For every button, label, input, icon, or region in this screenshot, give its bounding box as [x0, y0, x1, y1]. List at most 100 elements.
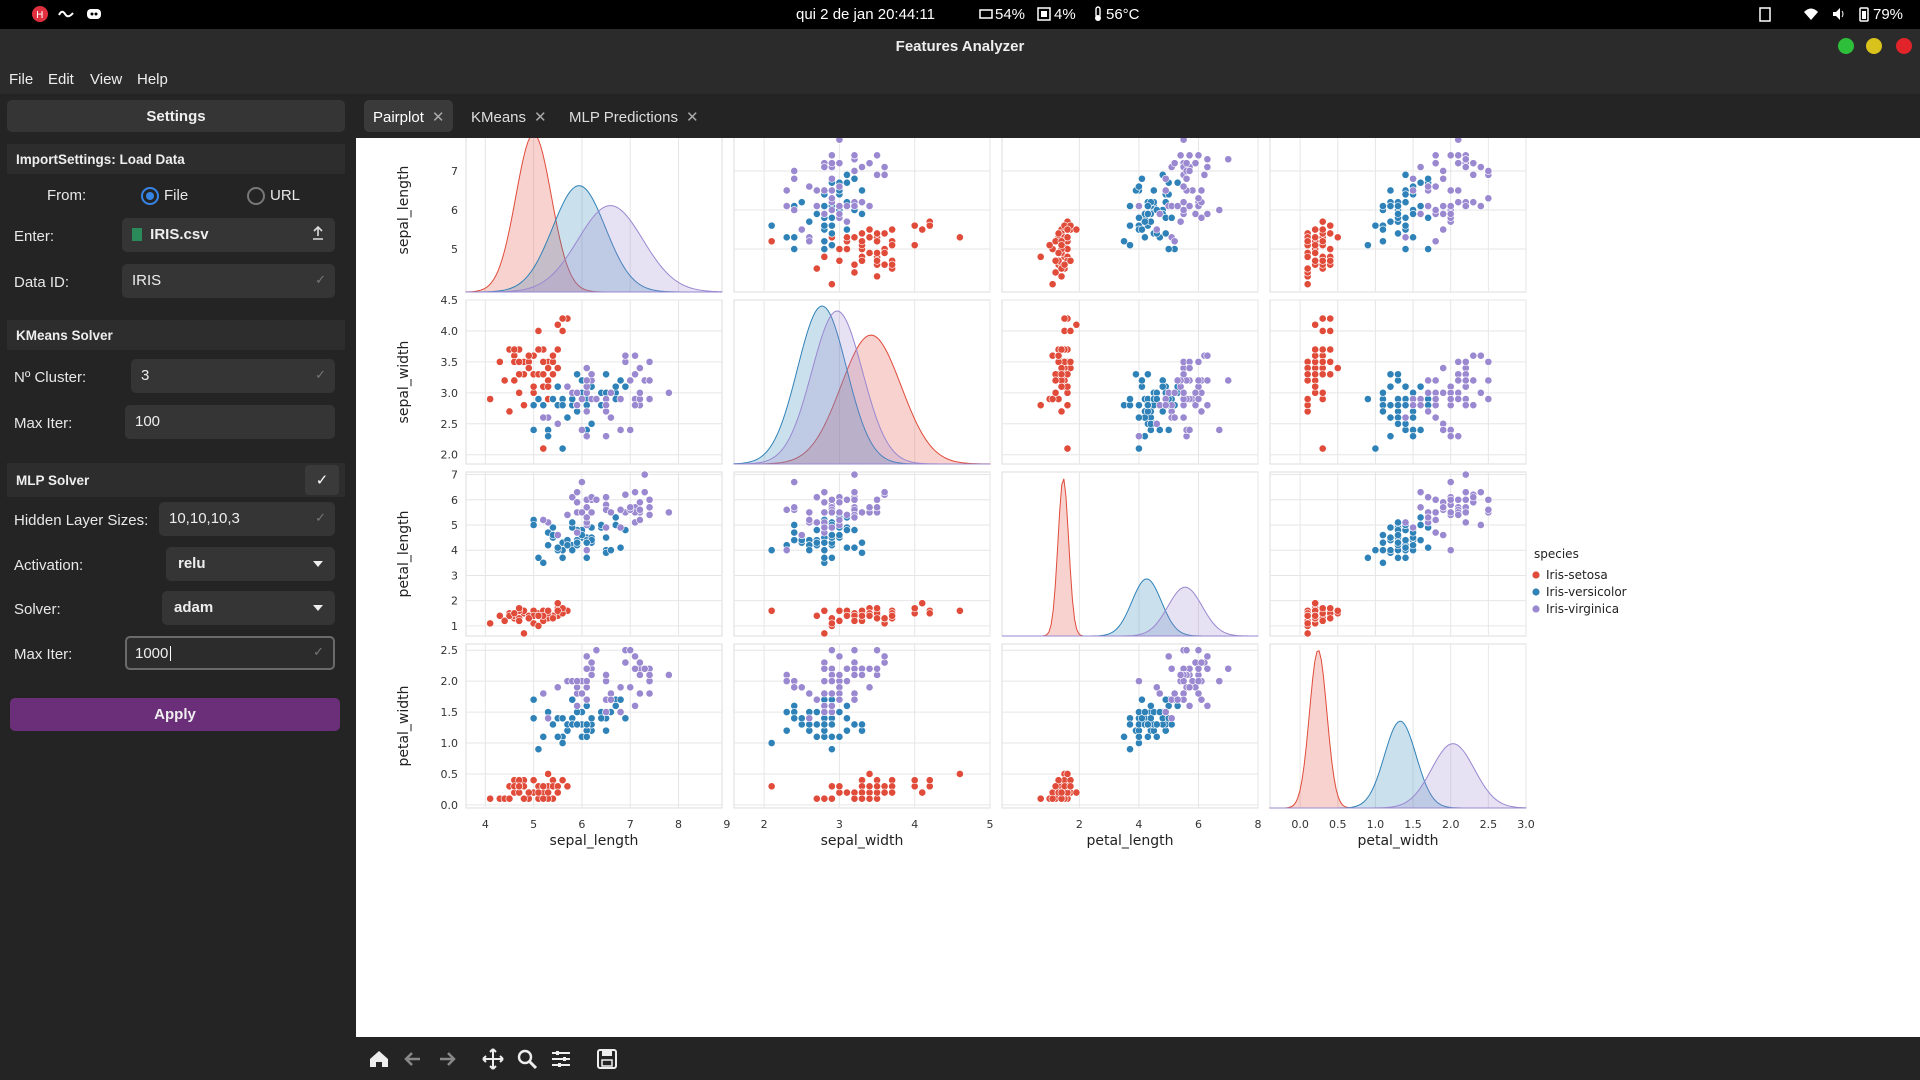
point-Iris-versicolor — [820, 553, 829, 562]
panel-sepal_width-vs-sepal_length — [465, 299, 723, 465]
point-Iris-virginica — [607, 508, 615, 517]
point-Iris-virginica — [1182, 174, 1191, 183]
point-Iris-setosa — [1318, 370, 1327, 379]
upload-icon[interactable] — [311, 225, 325, 245]
point-Iris-versicolor — [1394, 419, 1402, 428]
pan-icon[interactable] — [480, 1046, 506, 1072]
point-Iris-virginica — [1170, 159, 1179, 168]
point-Iris-virginica — [640, 470, 649, 479]
point-Iris-virginica — [1197, 186, 1206, 195]
minimize-button[interactable] — [1866, 38, 1882, 54]
point-Iris-virginica — [573, 401, 581, 410]
x-tick-label: 8 — [675, 818, 682, 831]
close-icon[interactable]: ✕ — [431, 109, 445, 126]
data-id-input[interactable]: IRIS ✓ — [122, 264, 335, 298]
y-tick-label: 4.5 — [441, 294, 459, 307]
point-Iris-virginica — [1424, 407, 1433, 416]
point-Iris-virginica — [602, 671, 610, 679]
menu-file[interactable]: File — [9, 71, 34, 88]
point-Iris-virginica — [805, 182, 814, 191]
point-Iris-virginica — [1203, 351, 1212, 360]
back-arrow-icon[interactable] — [400, 1046, 426, 1072]
hidden-layers-input[interactable]: 10,10,10,3 ✓ — [159, 502, 335, 536]
point-Iris-virginica — [1461, 495, 1470, 504]
point-Iris-virginica — [1454, 432, 1463, 441]
settings-button[interactable]: Settings — [7, 100, 345, 132]
zoom-icon[interactable] — [514, 1046, 540, 1072]
file-input[interactable]: IRIS.csv — [122, 218, 335, 252]
kmeans-maxiter-input[interactable]: 100 — [125, 405, 335, 439]
close-icon[interactable]: ✕ — [534, 109, 547, 126]
forward-arrow-icon[interactable] — [434, 1046, 460, 1072]
file-radio[interactable] — [141, 187, 159, 205]
point-Iris-versicolor — [1363, 553, 1372, 562]
clipboard-icon[interactable] — [1757, 6, 1773, 22]
y-tick-label: 1 — [451, 620, 458, 633]
point-Iris-setosa — [544, 606, 553, 615]
point-Iris-virginica — [820, 163, 829, 171]
url-radio[interactable] — [247, 187, 265, 205]
point-Iris-versicolor — [1424, 174, 1433, 183]
point-Iris-virginica — [1170, 388, 1179, 397]
volume-icon[interactable] — [1831, 6, 1847, 22]
point-Iris-virginica — [1446, 432, 1455, 441]
point-Iris-setosa — [524, 364, 533, 372]
tab-mlp-predictions[interactable]: MLP Predictions ✕ — [560, 100, 708, 132]
point-Iris-setosa — [873, 614, 881, 623]
mlp-enable-checkbox[interactable]: ✓ — [305, 465, 339, 495]
point-Iris-setosa — [524, 788, 533, 797]
point-Iris-versicolor — [1152, 395, 1161, 403]
apply-button[interactable]: Apply — [10, 698, 340, 731]
clock[interactable]: qui 2 de jan 20:44:11 — [796, 6, 936, 23]
point-Iris-virginica — [1461, 376, 1470, 385]
menu-help[interactable]: Help — [137, 71, 168, 88]
point-Iris-virginica — [1203, 401, 1212, 410]
tab-kmeans[interactable]: KMeans ✕ — [462, 100, 556, 132]
point-Iris-virginica — [1431, 237, 1440, 246]
point-Iris-virginica — [626, 646, 635, 655]
point-Iris-virginica — [1185, 364, 1194, 372]
point-Iris-virginica — [1439, 202, 1448, 210]
pairplot-canvas[interactable]: 5 6 7 8 sepal_length 2.0 2.5 3.0 3.5 4.0 4.5 sepal_… — [356, 126, 1920, 1037]
app-icon[interactable]: H — [32, 6, 48, 22]
activation-select[interactable]: relu — [166, 547, 335, 581]
discord-icon[interactable] — [86, 6, 102, 22]
configure-subplots-icon[interactable] — [548, 1046, 574, 1072]
point-Iris-versicolor — [563, 413, 572, 422]
menu-view[interactable]: View — [90, 71, 123, 88]
point-Iris-versicolor — [858, 538, 866, 547]
point-Iris-virginica — [1416, 401, 1425, 410]
mlp-maxiter-input[interactable]: 1000 ✓ — [125, 636, 335, 670]
point-Iris-virginica — [582, 513, 591, 522]
clusters-input[interactable]: 3 ✓ — [131, 359, 335, 393]
point-Iris-setosa — [843, 245, 851, 253]
url-radio-label[interactable]: URL — [270, 187, 301, 204]
from-label: From: — [47, 187, 87, 204]
maximize-button[interactable] — [1838, 38, 1854, 54]
home-icon[interactable] — [366, 1046, 392, 1072]
window-title-bar[interactable]: Features Analyzer — [0, 29, 1920, 64]
tab-pairplot[interactable]: Pairplot ✕ — [364, 100, 454, 132]
point-Iris-versicolor — [1386, 382, 1395, 391]
point-Iris-virginica — [850, 470, 859, 479]
pairplot-chart: 5 6 7 8 sepal_length 2.0 2.5 3.0 3.5 4.0 4.5 sepal_… — [396, 126, 1627, 849]
save-icon[interactable] — [594, 1046, 620, 1072]
close-button[interactable] — [1896, 38, 1912, 54]
close-icon[interactable]: ✕ — [685, 109, 699, 126]
point-Iris-versicolor — [782, 726, 791, 735]
solver-select[interactable]: adam — [162, 591, 335, 625]
file-radio-label[interactable]: File — [164, 187, 189, 204]
point-Iris-virginica — [843, 217, 851, 226]
point-Iris-virginica — [880, 652, 889, 661]
wifi-icon[interactable] — [1803, 6, 1819, 22]
point-Iris-setosa — [553, 606, 562, 615]
battery-icon[interactable] — [1856, 6, 1872, 22]
point-Iris-versicolor — [858, 720, 866, 729]
panel-petal_width-vs-petal_width — [1269, 643, 1527, 809]
point-Iris-virginica — [865, 664, 874, 673]
y-tick-label: 7 — [451, 165, 458, 178]
menu-edit[interactable]: Edit — [48, 71, 74, 88]
activity-icon[interactable] — [58, 6, 74, 22]
chevron-down-icon — [313, 605, 323, 611]
point-Iris-virginica — [835, 135, 844, 144]
